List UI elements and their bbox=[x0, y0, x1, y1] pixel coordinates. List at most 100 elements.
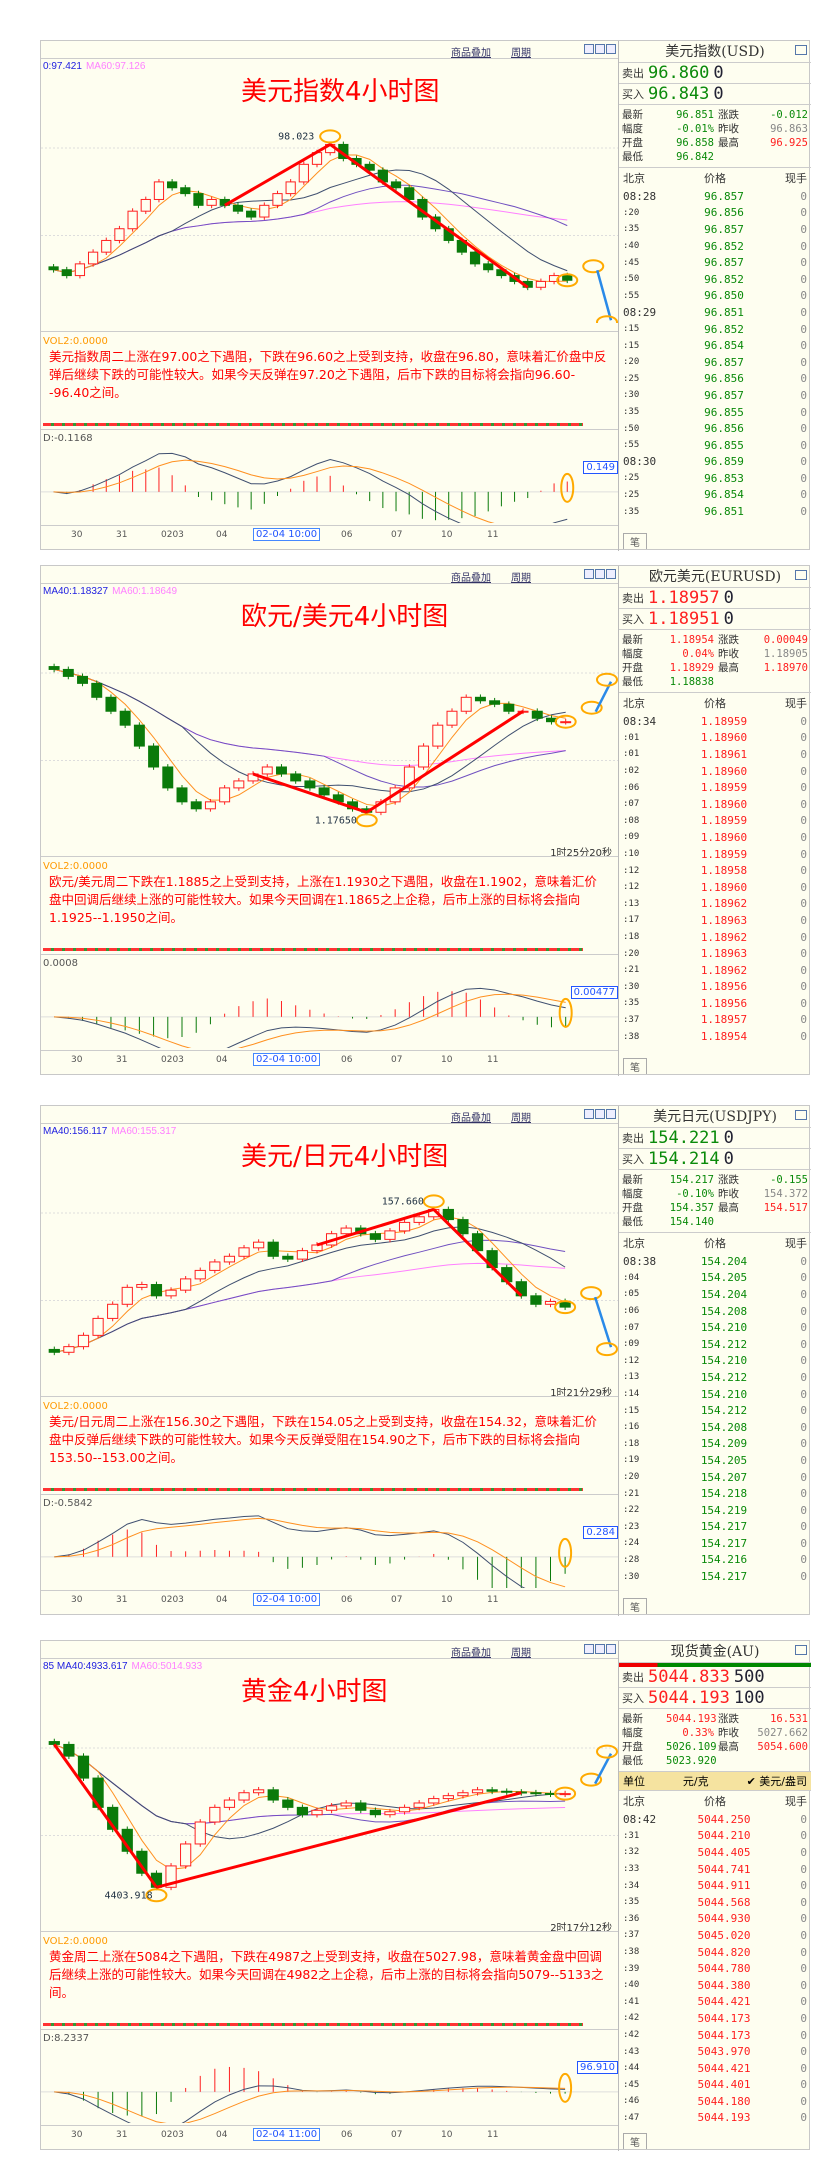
tick-time: :31 bbox=[623, 1830, 640, 1841]
maximize-icon[interactable] bbox=[795, 1645, 807, 1655]
highlight-ellipse bbox=[554, 1786, 577, 1801]
tick-price: 1.18960 bbox=[700, 880, 748, 894]
unit-option-gram[interactable]: 元/克 bbox=[682, 1775, 709, 1788]
tick-volume: 0 bbox=[800, 913, 807, 927]
tick-price: 96.852 bbox=[704, 272, 744, 286]
tick-row: :20 96.856 0 bbox=[619, 205, 811, 222]
tick-time: :12 bbox=[623, 1355, 640, 1366]
candle bbox=[150, 1284, 163, 1297]
buy-label: 买入 bbox=[622, 1692, 644, 1705]
zoom-button[interactable] bbox=[606, 569, 616, 579]
overlay-link[interactable]: 商品叠加 bbox=[451, 1648, 491, 1659]
tick-price: 5044.380 bbox=[697, 1978, 751, 1992]
tick-time: :35 bbox=[623, 998, 640, 1009]
tick-price: 5044.401 bbox=[697, 2078, 751, 2092]
candle bbox=[296, 1806, 309, 1816]
divider bbox=[41, 331, 618, 332]
scroll-right-button[interactable] bbox=[595, 44, 605, 54]
tick-volume: 0 bbox=[800, 189, 807, 203]
ma-label: MA40:156.117 bbox=[43, 1126, 108, 1137]
trend-arrow bbox=[316, 1207, 435, 1247]
tick-time: :01 bbox=[623, 732, 640, 743]
scroll-right-button[interactable] bbox=[595, 569, 605, 579]
forecast-arrow bbox=[594, 681, 613, 713]
candle bbox=[246, 210, 257, 218]
tick-row: :25 96.856 0 bbox=[619, 371, 811, 388]
candle bbox=[48, 1348, 60, 1353]
zoom-button[interactable] bbox=[606, 44, 616, 54]
scroll-right-button[interactable] bbox=[595, 1644, 605, 1654]
scroll-right-button[interactable] bbox=[595, 1109, 605, 1119]
scroll-left-button[interactable] bbox=[584, 569, 594, 579]
ma-labels: 85 MA40:4933.617 MA60:5014.933 bbox=[43, 1661, 206, 1672]
unit-selector[interactable]: 单位 元/克 ✔ 美元/盎司 bbox=[619, 1772, 811, 1791]
stat-value: -0.012 bbox=[770, 109, 808, 121]
tick-price: 5044.250 bbox=[697, 1812, 751, 1826]
quote-stats: 最新 154.217 涨跌 -0.155 幅度 -0.10% 昨收 154.372 开盘 154.… bbox=[619, 1170, 811, 1233]
period-link[interactable]: 周期 bbox=[511, 1648, 531, 1659]
candle bbox=[304, 780, 316, 789]
tick-volume: 0 bbox=[800, 830, 807, 844]
overlay-link[interactable]: 商品叠加 bbox=[451, 573, 491, 584]
instrument-name: 欧元美元(EURUSD) bbox=[619, 566, 811, 588]
highlight-ellipse bbox=[558, 1537, 573, 1568]
divider bbox=[41, 2029, 618, 2030]
quote-stats: 最新 5044.193 涨跌 16.531 幅度 0.33% 昨收 5027.662 开盘 502… bbox=[619, 1709, 811, 1772]
tick-volume: 0 bbox=[800, 2094, 807, 2108]
scroll-left-button[interactable] bbox=[584, 1109, 594, 1119]
tick-volume: 0 bbox=[800, 256, 807, 270]
kline-chart[interactable]: 商品叠加 周期 0:97.421 MA60:97.126 98.023 美元指数4… bbox=[41, 41, 618, 551]
tick-volume: 0 bbox=[800, 239, 807, 253]
tick-price: 5045.020 bbox=[697, 1928, 751, 1942]
zoom-button[interactable] bbox=[606, 1644, 616, 1654]
ma5-line bbox=[53, 154, 568, 282]
tick-time: :06 bbox=[623, 1306, 640, 1317]
candle bbox=[486, 1789, 498, 1792]
tick-time: :18 bbox=[623, 932, 640, 943]
highlight-ellipse bbox=[580, 1286, 603, 1301]
tab-trades[interactable]: 笔 bbox=[623, 1598, 647, 1614]
zoom-button[interactable] bbox=[606, 1109, 616, 1119]
tick-time: :35 bbox=[623, 407, 640, 418]
volume-label: VOL2:0.0000 bbox=[43, 1936, 108, 1947]
tick-volume: 0 bbox=[800, 1337, 807, 1351]
unit-option-ounce[interactable]: ✔ 美元/盎司 bbox=[746, 1775, 807, 1788]
scroll-left-button[interactable] bbox=[584, 1644, 594, 1654]
period-link[interactable]: 周期 bbox=[511, 573, 531, 584]
volume-label: VOL2:0.0000 bbox=[43, 1401, 108, 1412]
tick-time: :45 bbox=[623, 257, 640, 268]
macd-value-badge: 0.284 bbox=[583, 1526, 618, 1539]
tab-trades[interactable]: 笔 bbox=[623, 533, 647, 549]
extreme-price-label: 98.023 bbox=[278, 131, 314, 142]
period-link[interactable]: 周期 bbox=[511, 48, 531, 59]
macd-value-badge: 0.00477 bbox=[570, 986, 618, 999]
period-link[interactable]: 周期 bbox=[511, 1113, 531, 1124]
overlay-link[interactable]: 商品叠加 bbox=[451, 48, 491, 59]
tab-trades[interactable]: 笔 bbox=[623, 1058, 647, 1074]
highlight-ellipse bbox=[554, 1300, 577, 1315]
kline-chart[interactable]: 商品叠加 周期 MA40:1.18327 MA60:1.18649 1.17650… bbox=[41, 566, 618, 1076]
tick-price: 96.850 bbox=[704, 289, 744, 303]
scroll-left-button[interactable] bbox=[584, 44, 594, 54]
tick-volume: 0 bbox=[800, 505, 807, 519]
kline-chart[interactable]: 商品叠加 周期 85 MA40:4933.617 MA60:5014.933 44… bbox=[41, 1641, 618, 2151]
tick-row: :12 1.18958 0 bbox=[619, 862, 811, 879]
time-tick-label: 07 bbox=[391, 2130, 403, 2140]
tick-time: :14 bbox=[623, 1389, 640, 1400]
candle bbox=[282, 1255, 294, 1260]
candle bbox=[223, 1255, 236, 1263]
maximize-icon[interactable] bbox=[795, 45, 807, 55]
tick-price: 96.857 bbox=[704, 189, 744, 203]
maximize-icon[interactable] bbox=[795, 1110, 807, 1120]
kline-chart[interactable]: 商品叠加 周期 MA40:156.117 MA60:155.317 157.660… bbox=[41, 1106, 618, 1616]
tick-row: 08:30 96.859 0 bbox=[619, 454, 811, 471]
overlay-link[interactable]: 商品叠加 bbox=[451, 1113, 491, 1124]
stat-value: 154.517 bbox=[763, 1202, 808, 1214]
tick-time: :04 bbox=[623, 1272, 640, 1283]
candlestick-plot: 98.023 bbox=[41, 129, 618, 323]
tick-price: 1.18959 bbox=[700, 847, 748, 861]
tab-trades[interactable]: 笔 bbox=[623, 2133, 647, 2149]
time-tick-label: 31 bbox=[116, 1595, 128, 1605]
tick-row: 08:28 96.857 0 bbox=[619, 188, 811, 205]
maximize-icon[interactable] bbox=[795, 570, 807, 580]
